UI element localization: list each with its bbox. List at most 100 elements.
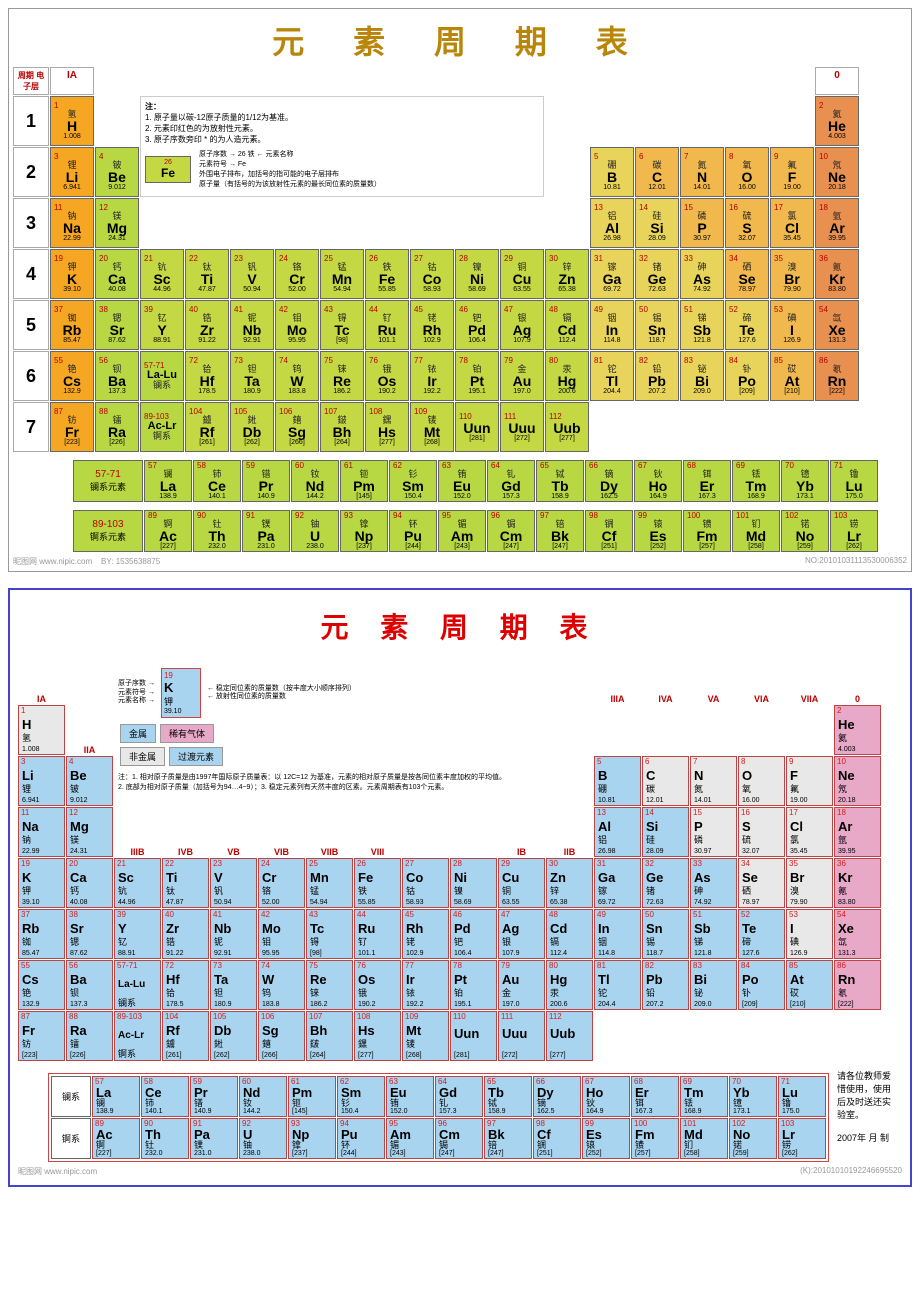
lanthanide-row-top: 57-71镧系元素57镧La138.958铈Ce140.159镨Pr140.96… — [73, 460, 907, 502]
group-label: IIIB — [114, 847, 161, 857]
element-cell: 106Sg𨭎[266] — [258, 1011, 305, 1061]
element-cell: 4铍Be9.012 — [95, 147, 139, 197]
element-cell: 101钔Md[258] — [732, 510, 780, 552]
top-periodic-table: 元 素 周 期 表 周期 电子层 IA 0 1234567注：1. 原子量以碳-… — [8, 8, 912, 572]
element-cell: 49铟In114.8 — [590, 300, 634, 350]
element-cell: 26铁Fe55.85 — [365, 249, 409, 299]
element-cell: 107Bh𨨏[264] — [306, 1011, 353, 1061]
element-cell: 98锎Cf[251] — [585, 510, 633, 552]
element-cell: 86氡Rn[222] — [815, 351, 859, 401]
group-label: VIB — [258, 847, 305, 857]
element-cell: 16S硫32.07 — [738, 807, 785, 857]
element-cell: 86Rn氡[222] — [834, 960, 881, 1010]
element-cell: 83铋Bi209.0 — [680, 351, 724, 401]
element-cell: 20Ca钙40.08 — [66, 858, 113, 908]
element-cell: 76锇Os190.2 — [365, 351, 409, 401]
element-cell: 24Cr铬52.00 — [258, 858, 305, 908]
element-cell: 29铜Cu63.55 — [500, 249, 544, 299]
element-cell: 24铬Cr52.00 — [275, 249, 319, 299]
element-cell: 89Ac锕[227] — [92, 1118, 140, 1159]
element-cell: 17氯Cl35.45 — [770, 198, 814, 248]
lanth-placeholder: 57-71La-Lu镧系 — [114, 960, 161, 1010]
element-cell: 107𨨏Bh[264] — [320, 402, 364, 452]
element-cell: 25Mn锰54.94 — [306, 858, 353, 908]
element-cell: 40锆Zr91.22 — [185, 300, 229, 350]
element-cell: 35溴Br79.90 — [770, 249, 814, 299]
element-cell: 52碲Te127.6 — [725, 300, 769, 350]
element-cell: 51Sb锑121.8 — [690, 909, 737, 959]
element-cell: 78Pt铂195.1 — [450, 960, 497, 1010]
legend-bottom: 原子序数 →元素符号 →元素名称 →19K钾39.10← 稳定同位素的质量数（按… — [114, 654, 593, 806]
element-cell: 88镭Ra[226] — [95, 402, 139, 452]
element-cell: 76Os锇190.2 — [354, 960, 401, 1010]
period-label: 4 — [13, 249, 49, 299]
group-label: VIIA — [786, 694, 833, 704]
element-cell: 9F氟19.00 — [786, 756, 833, 806]
element-cell: 54氙Xe131.3 — [815, 300, 859, 350]
element-cell: 66Dy镝162.5 — [533, 1076, 581, 1117]
element-cell: 6C碳12.01 — [642, 756, 689, 806]
element-cell: 38Sr锶87.62 — [66, 909, 113, 959]
element-cell: 93Np镎[237] — [288, 1118, 336, 1159]
period-label: 3 — [13, 198, 49, 248]
element-cell: 49In铟114.8 — [594, 909, 641, 959]
element-cell: 6碳C12.01 — [635, 147, 679, 197]
group-label: VIII — [354, 847, 401, 857]
element-cell: 62钐Sm150.4 — [389, 460, 437, 502]
period-label: 7 — [13, 402, 49, 452]
element-cell: 10Ne氖20.18 — [834, 756, 881, 806]
periodic-grid-bottom: 原子序数 →元素符号 →元素名称 →19K钾39.10← 稳定同位素的质量数（按… — [18, 654, 902, 1061]
element-cell: 103铹Lr[262] — [830, 510, 878, 552]
element-cell: 20钙Ca40.08 — [95, 249, 139, 299]
element-cell: 58铈Ce140.1 — [193, 460, 241, 502]
element-cell: 5硼B10.81 — [590, 147, 634, 197]
element-cell: 85At砹[210] — [786, 960, 833, 1010]
element-cell: 56钡Ba137.3 — [95, 351, 139, 401]
element-cell: 110Uun[281] — [450, 1011, 497, 1061]
element-cell: 1H氢1.008 — [18, 705, 65, 755]
element-cell: 10氖Ne20.18 — [815, 147, 859, 197]
element-cell: 14硅Si28.09 — [635, 198, 679, 248]
group-header-row: 周期 电子层 IA 0 — [13, 67, 907, 95]
element-cell: 31Ga镓69.72 — [594, 858, 641, 908]
element-cell: 52Te碲127.6 — [738, 909, 785, 959]
element-cell: 93镎Np[237] — [340, 510, 388, 552]
element-cell: 63Eu铕152.0 — [386, 1076, 434, 1117]
element-cell: 30锌Zn65.38 — [545, 249, 589, 299]
element-cell: 60钕Nd144.2 — [291, 460, 339, 502]
element-cell: 82铅Pb207.2 — [635, 351, 679, 401]
element-cell: 104Rf鐪[261] — [162, 1011, 209, 1061]
group-label: IIIA — [594, 694, 641, 704]
element-cell: 58Ce铈140.1 — [141, 1076, 189, 1117]
group-label: VA — [690, 694, 737, 704]
period-label: 1 — [13, 96, 49, 146]
element-cell: 77Ir铱192.2 — [402, 960, 449, 1010]
act-series-label: 89-103锕系元素 — [73, 510, 143, 552]
element-cell: 67钬Ho164.9 — [634, 460, 682, 502]
element-cell: 11Na钠22.99 — [18, 807, 65, 857]
period-label: 2 — [13, 147, 49, 197]
element-cell: 83Bi铋209.0 — [690, 960, 737, 1010]
element-cell: 99Es锿[252] — [582, 1118, 630, 1159]
element-cell: 72Hf铪178.5 — [162, 960, 209, 1010]
lanth-placeholder: 89-103Ac-Lr锕系 — [140, 402, 184, 452]
element-cell: 106𨭎Sg[266] — [275, 402, 319, 452]
element-cell: 57镧La138.9 — [144, 460, 192, 502]
element-cell: 102锘No[259] — [781, 510, 829, 552]
element-cell: 75铼Re186.2 — [320, 351, 364, 401]
group-label: IB — [498, 847, 545, 857]
element-cell: 34硒Se78.97 — [725, 249, 769, 299]
element-cell: 94钚Pu[244] — [389, 510, 437, 552]
element-cell: 111Uuu[272] — [498, 1011, 545, 1061]
element-cell: 29Cu铜63.55 — [498, 858, 545, 908]
element-cell: 84钋Po[209] — [725, 351, 769, 401]
element-cell: 5B硼10.81 — [594, 756, 641, 806]
group-label: IIA — [66, 745, 113, 755]
element-cell: 27钴Co58.93 — [410, 249, 454, 299]
element-cell: 13铝Al26.98 — [590, 198, 634, 248]
element-cell: 65Tb铽158.9 — [484, 1076, 532, 1117]
element-cell: 12Mg镁24.31 — [66, 807, 113, 857]
element-cell: 48镉Cd112.4 — [545, 300, 589, 350]
element-cell: 15P磷30.97 — [690, 807, 737, 857]
element-cell: 44Ru钌101.1 — [354, 909, 401, 959]
